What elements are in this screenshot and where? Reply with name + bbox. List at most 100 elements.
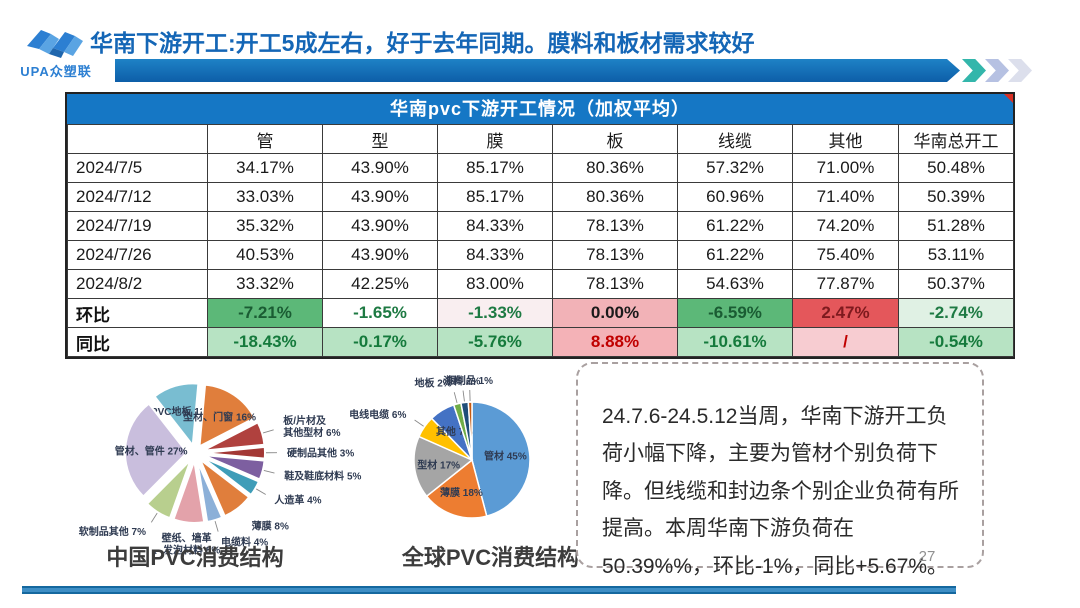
page-title: 华南下游开工:开工5成左右，好于去年同期。膜料和板材需求较好	[90, 30, 755, 56]
pie-label-薄膜: 薄膜 18%	[440, 486, 483, 499]
table-cell: 71.00%	[792, 153, 899, 183]
table-row: 2024/7/26 40.53% 43.90% 84.33% 78.13% 61.22% 7…	[67, 240, 1014, 270]
table-row: 2024/8/2 33.32% 42.25% 83.00% 78.13% 54.63% 77…	[67, 269, 1014, 299]
page-number: 27	[918, 548, 936, 565]
pie-label-硬制品其他: 硬制品其他 3%	[287, 447, 354, 460]
table-cell: 71.40%	[792, 182, 899, 212]
logo-icon	[27, 30, 83, 58]
table-header-row: 管型膜板线缆 其他 华南总开工	[67, 124, 1014, 154]
pie-label-电线电缆: 电线电缆 6%	[349, 408, 406, 421]
table-title: 华南pvc下游开工情况（加权平均）	[67, 94, 1013, 124]
pie-leader-line	[414, 419, 424, 427]
table-cell: 0.00%	[552, 298, 678, 328]
pie-slice-软制品其他	[145, 459, 192, 520]
pie-slice-壁纸、墙革、发泡材料	[172, 460, 206, 524]
table-cell: 管	[207, 124, 323, 154]
table-cell: 2024/7/12	[67, 182, 208, 212]
pie-slice-瓶制品	[467, 401, 473, 461]
table-cell: -2.74%	[898, 298, 1014, 328]
table-cell: 环比	[67, 298, 208, 328]
table-cell: 61.22%	[677, 240, 793, 270]
pie-leader-line	[262, 429, 274, 434]
note-text: 24.7.6-24.5.12当周，华南下游开工负荷小幅下降，主要为管材个别负荷下…	[602, 405, 959, 578]
chevron-right-icon	[1008, 59, 1032, 82]
table-cell: 型	[322, 124, 438, 154]
table-cell: 华南总开工	[898, 124, 1014, 154]
table-cell: 84.33%	[437, 211, 553, 241]
pie-label-型材、门窗: 型材、门窗 16%	[183, 411, 256, 424]
table-cell: 78.13%	[552, 211, 678, 241]
table-cell: 74.20%	[792, 211, 899, 241]
table-cell: 膜	[437, 124, 553, 154]
pie-slice-板/片材及其他型材	[202, 421, 266, 452]
table-cell: 2024/7/19	[67, 211, 208, 241]
china-pie-caption: 中国PVC消费结构	[106, 545, 284, 570]
note-box: 24.7.6-24.5.12当周，华南下游开工负荷小幅下降，主要为管材个别负荷下…	[576, 362, 984, 578]
table-cell: 43.90%	[322, 153, 438, 183]
table-cell: 40.53%	[207, 240, 323, 270]
title-underline-bar	[115, 59, 960, 82]
table-cell: -5.76%	[437, 327, 553, 357]
pie-slice-型材、门窗	[198, 383, 256, 449]
table-cell: 33.32%	[207, 269, 323, 299]
pie-leader-line	[214, 520, 219, 532]
table-cell: 8.88%	[552, 327, 678, 357]
footer-bar	[22, 586, 956, 594]
table-cell: 85.17%	[437, 182, 553, 212]
table-cell: 54.63%	[677, 269, 793, 299]
pie-label-软制品其他: 软制品其他 7%	[79, 525, 146, 538]
table-cell	[67, 124, 208, 154]
table-cell: 42.25%	[322, 269, 438, 299]
pie-slice-电缆料	[196, 460, 224, 524]
chevron-right-icon	[985, 59, 1009, 82]
table-cell: 75.40%	[792, 240, 899, 270]
pie-label-涂料: 涂料 2%	[443, 375, 480, 388]
pie-label-壁纸、墙革、发泡材料: 壁纸、墙革、发泡材料 8%	[153, 532, 220, 557]
table-cell: 2024/7/26	[67, 240, 208, 270]
table-cell: 78.13%	[552, 240, 678, 270]
pie-leader-line	[256, 488, 266, 495]
pie-label-电缆料: 电缆料 4%	[221, 535, 268, 548]
table-cell: /	[792, 327, 899, 357]
pie-slice-鞋及鞋底材料	[202, 453, 266, 481]
pie-slice-PVC地板	[153, 382, 200, 448]
table-row: 2024/7/19 35.32% 43.90% 84.33% 78.13% 61.22% 7…	[67, 211, 1014, 241]
global-pvc-consumption-pie: 管材 45%薄膜 18%型材 17%电线电缆 6%其他 7%地板 2%涂料 2%…	[349, 374, 531, 519]
summary-row: 环比 -7.21% -1.65% -1.33% 0.00% -6.59% 2.47% -2.7…	[67, 298, 1014, 328]
logo: UPA众塑联	[6, 22, 106, 80]
table-cell: 78.13%	[552, 269, 678, 299]
table-cell: 60.96%	[677, 182, 793, 212]
pie-slice-薄膜	[425, 458, 488, 519]
table-cell: 34.17%	[207, 153, 323, 183]
table-cell: 51.28%	[898, 211, 1014, 241]
pie-slice-薄膜	[199, 458, 251, 518]
pie-label-瓶制品: 瓶制品 1%	[446, 374, 493, 387]
table-cell: 43.90%	[322, 211, 438, 241]
table-cell: 50.37%	[898, 269, 1014, 299]
table-cell: -0.54%	[898, 327, 1014, 357]
table-cell: 板	[552, 124, 678, 154]
table-cell: 80.36%	[552, 153, 678, 183]
table-cell: 43.90%	[322, 182, 438, 212]
table-cell: -6.59%	[677, 298, 793, 328]
table-cell: 53.11%	[898, 240, 1014, 270]
pie-label-PVC地板: PVC地板 12%	[151, 405, 214, 418]
table-cell: 57.32%	[677, 153, 793, 183]
table-cell: -18.43%	[207, 327, 323, 357]
operating-rate-table: 华南pvc下游开工情况（加权平均） 管型膜板线缆 其他 华南总开工 2024/7/5 3…	[65, 92, 1015, 359]
pie-slice-硬制品其他	[202, 445, 266, 460]
pie-leader-line	[150, 512, 158, 523]
pie-leader-line	[263, 469, 275, 474]
table-cell: -1.65%	[322, 298, 438, 328]
table-cell: -7.21%	[207, 298, 323, 328]
pie-slice-型材	[413, 435, 474, 498]
pie-label-管材: 管材 45%	[484, 450, 527, 463]
pie-label-型材: 型材 17%	[417, 458, 460, 471]
table-cell: 2024/8/2	[67, 269, 208, 299]
table-cell: 61.22%	[677, 211, 793, 241]
table-cell: 33.03%	[207, 182, 323, 212]
table-cell: 50.48%	[898, 153, 1014, 183]
pie-leader-line	[462, 390, 465, 402]
table-cell: -0.17%	[322, 327, 438, 357]
table-cell: 77.87%	[792, 269, 899, 299]
